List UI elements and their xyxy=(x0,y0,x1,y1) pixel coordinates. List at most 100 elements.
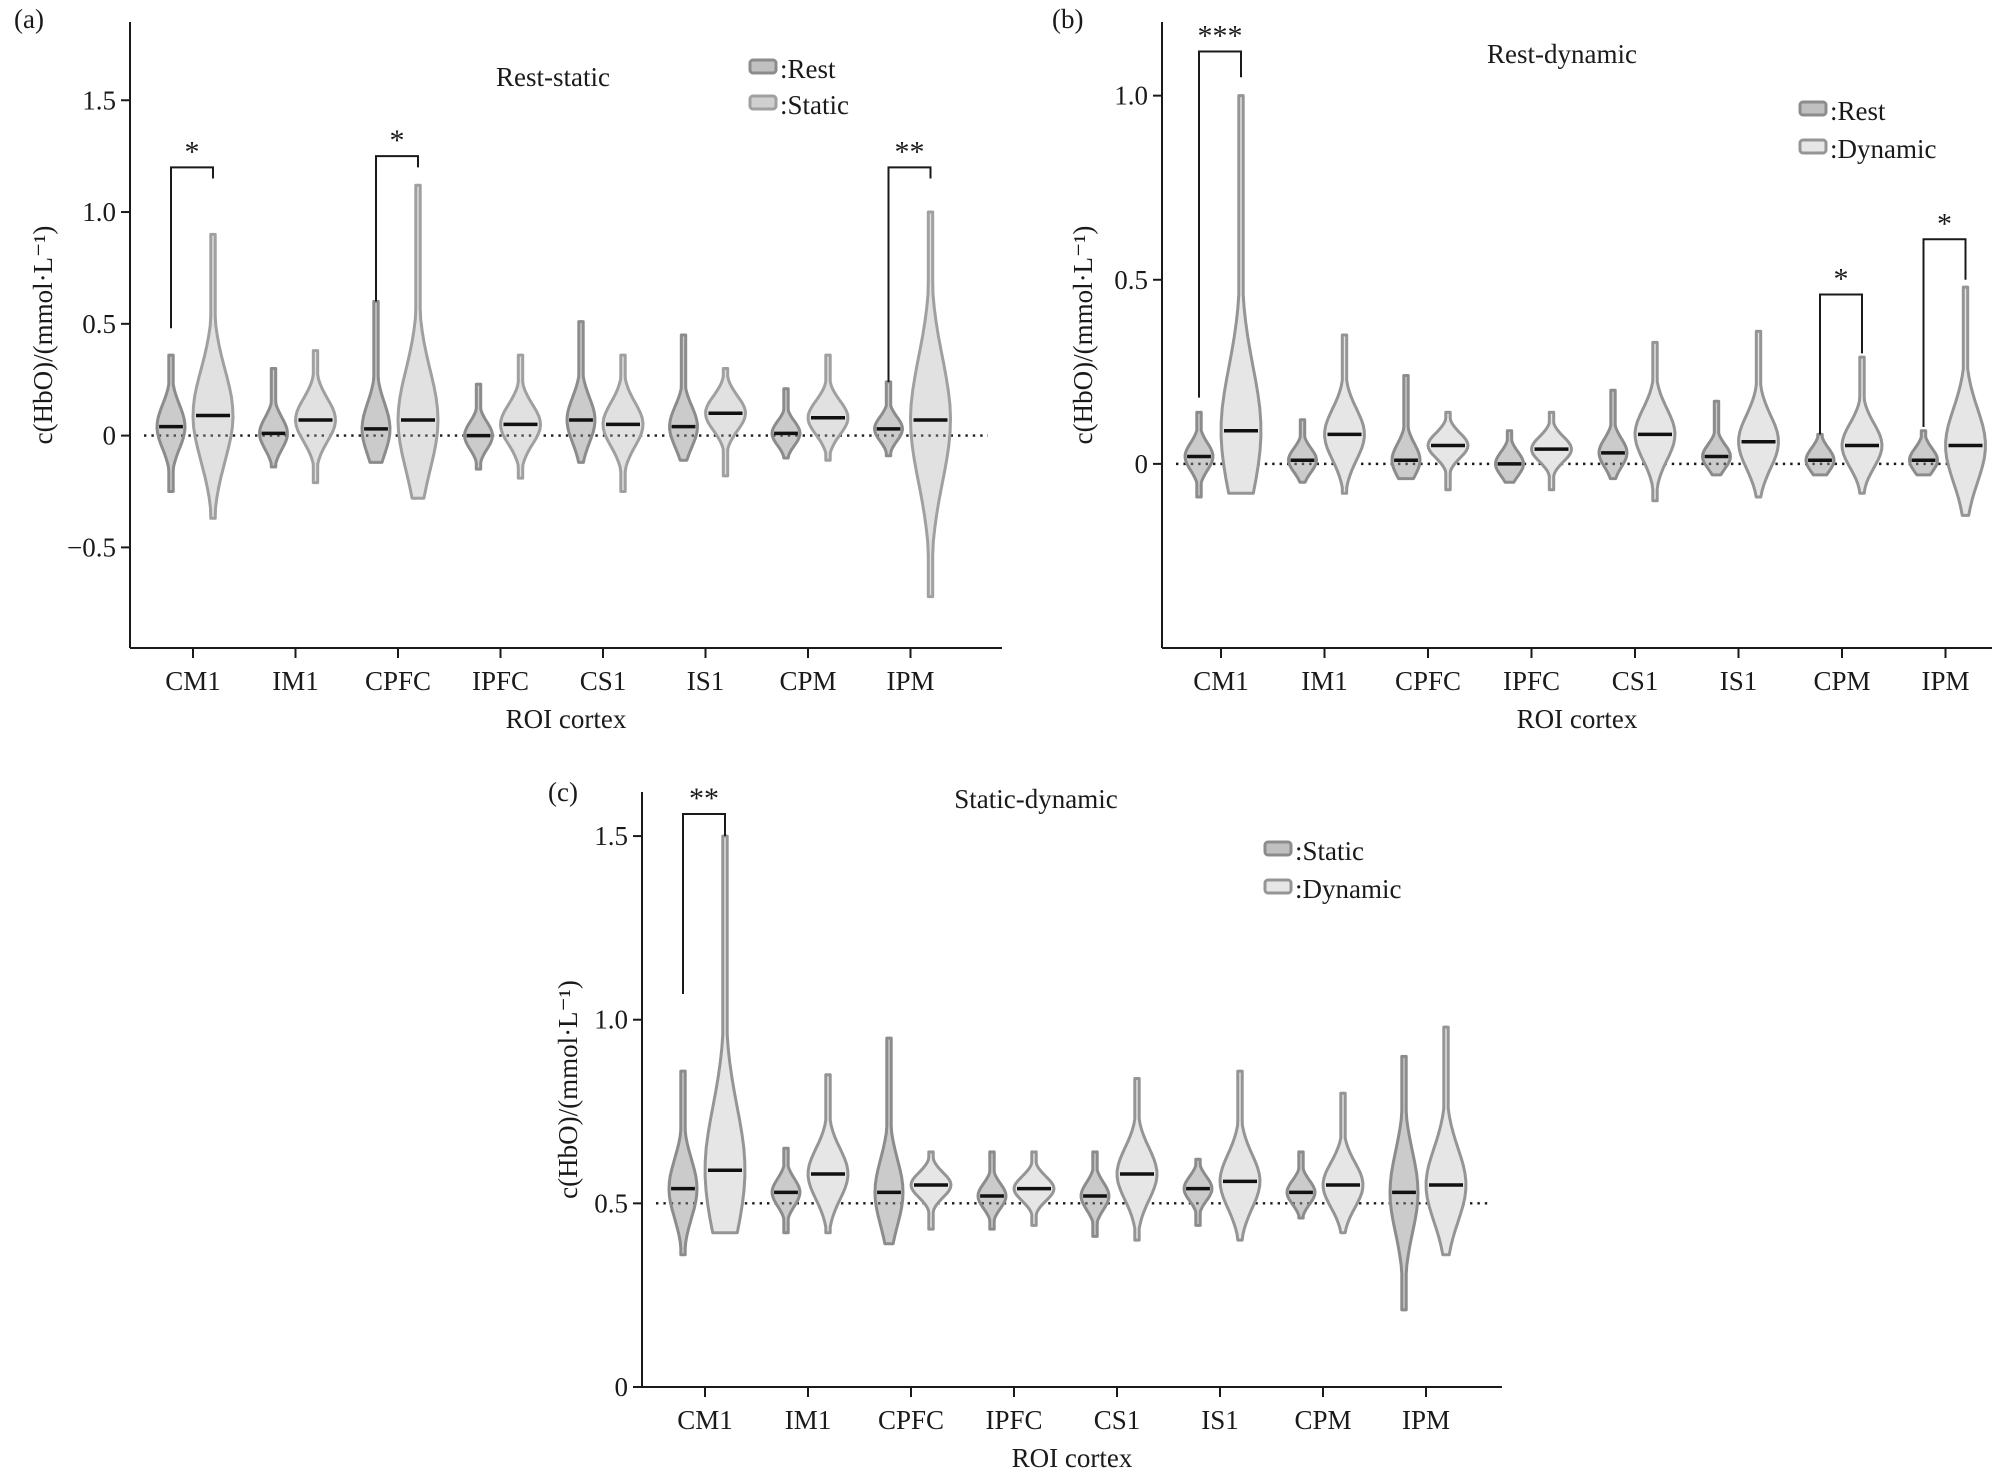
violin-IPM-2 xyxy=(1424,1025,1468,1257)
violin-IM1-1 xyxy=(1287,418,1318,484)
panel-label: (c) xyxy=(548,777,578,807)
violin-CPM-2 xyxy=(1840,355,1884,495)
x-tick-label: CPM xyxy=(779,666,836,696)
x-axis-title: ROI cortex xyxy=(1517,704,1638,734)
violin-CPFC-2 xyxy=(1426,410,1470,492)
chart-panel-1: −0.5 0 0.5 1.0 1.5 CM1 IM1 CPFC IPFC CS1 IS1 CPM IPM… xyxy=(14,4,1002,734)
violin-IPFC-1 xyxy=(463,382,494,471)
significance-label: ** xyxy=(895,135,925,168)
violin-IPM-1 xyxy=(873,380,904,458)
x-tick-label: CM1 xyxy=(677,1405,733,1435)
y-tick-label: 1.5 xyxy=(594,821,628,851)
violin-IS1-2 xyxy=(1218,1069,1262,1242)
y-tick-label: 1.0 xyxy=(82,197,116,227)
violin-IPFC-1 xyxy=(976,1150,1008,1231)
significance-bracket xyxy=(1198,50,1242,398)
y-tick-label: 1.5 xyxy=(82,85,116,115)
significance-bracket xyxy=(1819,293,1863,435)
violin-CPM-1 xyxy=(770,387,802,460)
significance-bracket xyxy=(375,155,419,302)
legend-label: :Static xyxy=(1295,836,1364,866)
x-tick-label: IM1 xyxy=(1301,666,1348,696)
violin-IS1-1 xyxy=(668,333,699,462)
significance-label: * xyxy=(185,135,200,168)
legend-label: :Dynamic xyxy=(1295,874,1401,904)
violin-CM1-2 xyxy=(1219,94,1263,495)
violin-CPFC-2 xyxy=(909,1150,953,1231)
x-tick-label: IS1 xyxy=(1720,666,1758,696)
panel-title: Rest-static xyxy=(496,62,610,92)
x-axis-title: ROI cortex xyxy=(506,704,627,734)
violin-CPM-1 xyxy=(1285,1150,1317,1220)
legend-label: :Rest xyxy=(780,54,836,84)
violin-CPFC-1 xyxy=(360,299,392,464)
violin-IPM-1 xyxy=(1388,1054,1420,1312)
y-tick-label: 0 xyxy=(615,1372,629,1402)
x-tick-label: IM1 xyxy=(272,666,319,696)
y-tick-label: 0.5 xyxy=(82,309,116,339)
significance-label: ** xyxy=(689,782,719,815)
x-tick-label: IS1 xyxy=(687,666,725,696)
chart-panel-3: 0 0.5 1.0 1.5 CM1 IM1 CPFC IPFC CS1 IS1 CPM IPM ** St… xyxy=(548,777,1502,1470)
legend-label: :Rest xyxy=(1830,96,1886,126)
significance-bracket xyxy=(1922,238,1967,428)
violin-IM1-1 xyxy=(770,1146,802,1235)
violin-CM1-2 xyxy=(191,232,235,520)
x-axis-title: ROI cortex xyxy=(1012,1443,1133,1470)
legend-swatch xyxy=(1798,100,1828,117)
legend-swatch xyxy=(1263,878,1293,895)
violin-IM1-2 xyxy=(1323,333,1366,495)
legend-label: :Static xyxy=(780,90,849,120)
violin-IPM-1 xyxy=(1908,429,1939,477)
violin-IPFC-1 xyxy=(1494,429,1525,484)
x-tick-label: CM1 xyxy=(1193,666,1249,696)
x-tick-label: CPFC xyxy=(365,666,431,696)
y-tick-label: 0 xyxy=(1135,449,1149,479)
violin-CPM-2 xyxy=(806,353,850,462)
x-tick-label: IPFC xyxy=(1503,666,1560,696)
significance-label: * xyxy=(390,124,405,157)
legend-swatch xyxy=(748,58,778,75)
y-tick-label: 0 xyxy=(103,421,117,451)
violin-CPFC-1 xyxy=(1390,374,1422,481)
panel-label: (a) xyxy=(14,4,44,34)
violin-CM1-1 xyxy=(1183,410,1215,499)
x-tick-label: IPFC xyxy=(472,666,529,696)
x-tick-label: CS1 xyxy=(1612,666,1659,696)
violin-CPM-1 xyxy=(1804,432,1836,477)
significance-bracket xyxy=(682,813,726,995)
violin-CPM-2 xyxy=(1321,1091,1365,1235)
violin-CM1-2 xyxy=(703,834,747,1235)
violin-CM1-1 xyxy=(155,353,187,493)
panel-label: (b) xyxy=(1052,4,1083,34)
violin-IM1-2 xyxy=(806,1073,850,1235)
violin-IPFC-2 xyxy=(1530,410,1573,492)
violin-CS1-1 xyxy=(1079,1150,1111,1238)
violin-IPM-2 xyxy=(909,210,952,599)
y-tick-label: 1.0 xyxy=(594,1005,628,1035)
significance-label: * xyxy=(1834,262,1849,295)
violin-IM1-1 xyxy=(258,367,289,469)
violin-CS1-1 xyxy=(1597,388,1629,481)
y-tick-label: −0.5 xyxy=(67,532,116,562)
violin-CS1-2 xyxy=(1633,340,1677,503)
violin-CPFC-1 xyxy=(873,1036,905,1246)
violin-IPM-2 xyxy=(1944,285,1987,517)
x-tick-label: CPFC xyxy=(878,1405,944,1435)
violin-IM1-2 xyxy=(294,349,337,485)
significance-label: * xyxy=(1937,207,1952,240)
violin-IS1-2 xyxy=(1737,329,1780,499)
y-axis-title: c(HbO)/(mmol·L⁻¹) xyxy=(553,980,583,1199)
x-tick-label: CPFC xyxy=(1395,666,1461,696)
x-tick-label: IS1 xyxy=(1201,1405,1239,1435)
x-tick-label: CS1 xyxy=(1094,1405,1141,1435)
panel-title: Rest-dynamic xyxy=(1487,39,1637,69)
violin-IPFC-2 xyxy=(499,353,542,480)
legend-label: :Dynamic xyxy=(1830,134,1936,164)
violin-CS1-1 xyxy=(565,320,597,464)
y-tick-label: 0.5 xyxy=(594,1188,628,1218)
y-tick-label: 1.0 xyxy=(1114,81,1148,111)
x-tick-label: IM1 xyxy=(785,1405,832,1435)
